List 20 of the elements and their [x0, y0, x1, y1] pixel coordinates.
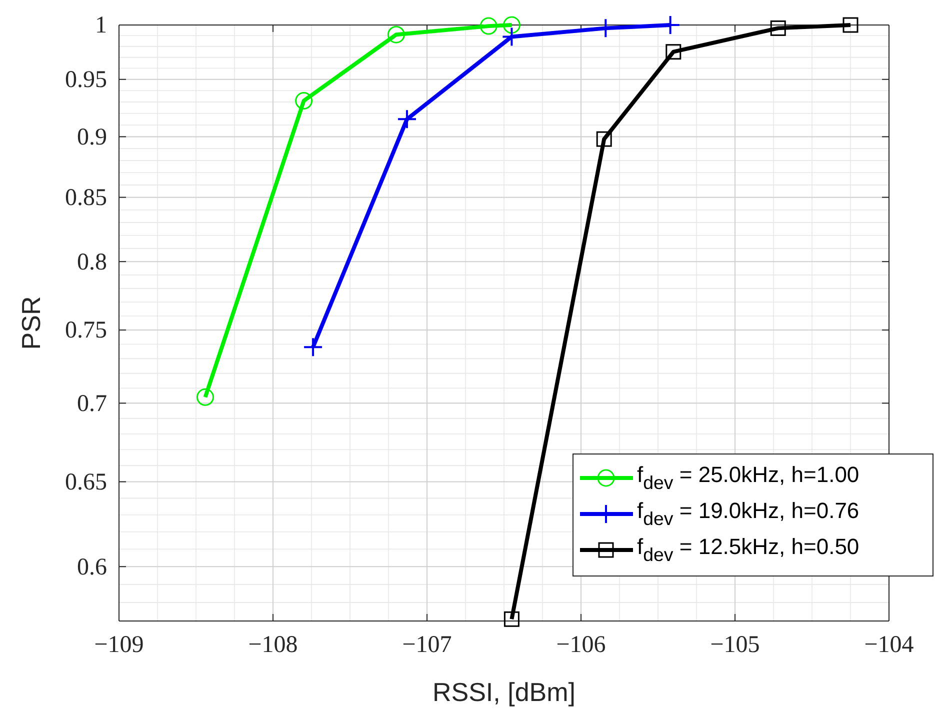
- legend-label: f$_{dev}$ = 25.0kHz, h=1.00: [637, 462, 860, 493]
- legend-label: f$_{dev}$ = 19.0kHz, h=0.76: [637, 498, 860, 529]
- x-axis-title: RSSI, [dBm]: [432, 677, 576, 707]
- y-tick-label: 0.6: [77, 554, 107, 580]
- x-tick-label: −106: [556, 632, 606, 658]
- y-tick-label: 0.75: [65, 318, 107, 344]
- x-tick-label: −104: [864, 632, 914, 658]
- x-tick-label: −105: [710, 632, 760, 658]
- y-tick-label: 0.8: [77, 249, 107, 276]
- x-tick-label: −109: [94, 632, 144, 658]
- y-tick-label: 0.7: [77, 390, 107, 417]
- x-tick-label: −107: [402, 632, 452, 658]
- y-axis-title: PSR: [16, 296, 46, 350]
- y-tick-label: 1: [95, 12, 107, 39]
- x-tick-label: −108: [248, 632, 298, 658]
- legend-label: f$_{dev}$ = 12.5kHz, h=0.50: [637, 534, 860, 565]
- y-tick-label: 0.85: [65, 184, 107, 211]
- y-tick-label: 0.95: [65, 67, 107, 94]
- y-tick-label: 0.65: [65, 469, 107, 496]
- y-tick-label: 0.9: [77, 124, 107, 150]
